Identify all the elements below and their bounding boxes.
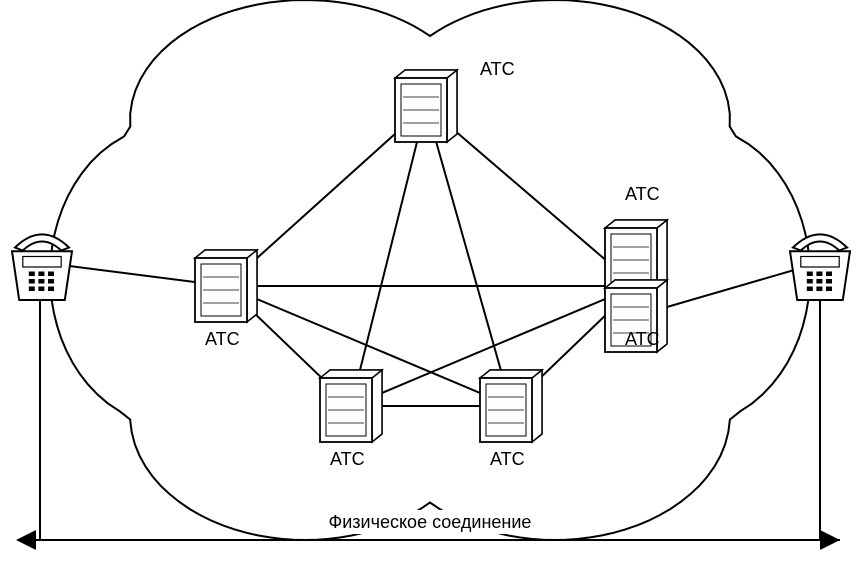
atc-node-top [395, 70, 457, 142]
atc-label-rightb: АТС [625, 329, 660, 349]
atc-label-botl: АТС [330, 449, 365, 469]
atc-node-left [195, 250, 257, 322]
atc-label-left: АТС [205, 329, 240, 349]
phone-left-icon [12, 234, 72, 300]
atc-node-botl [320, 370, 382, 442]
atc-label-top: АТС [480, 59, 515, 79]
atc-label-botr: АТС [490, 449, 525, 469]
network-diagram: АТС АТС АТС АТС АТС АТС Физическое соединение [0, 0, 861, 568]
phone-right-icon [790, 234, 850, 300]
atc-node-botr [480, 370, 542, 442]
atc-label-right: АТС [625, 184, 660, 204]
physical-connection-caption: Физическое соединение [329, 512, 532, 532]
